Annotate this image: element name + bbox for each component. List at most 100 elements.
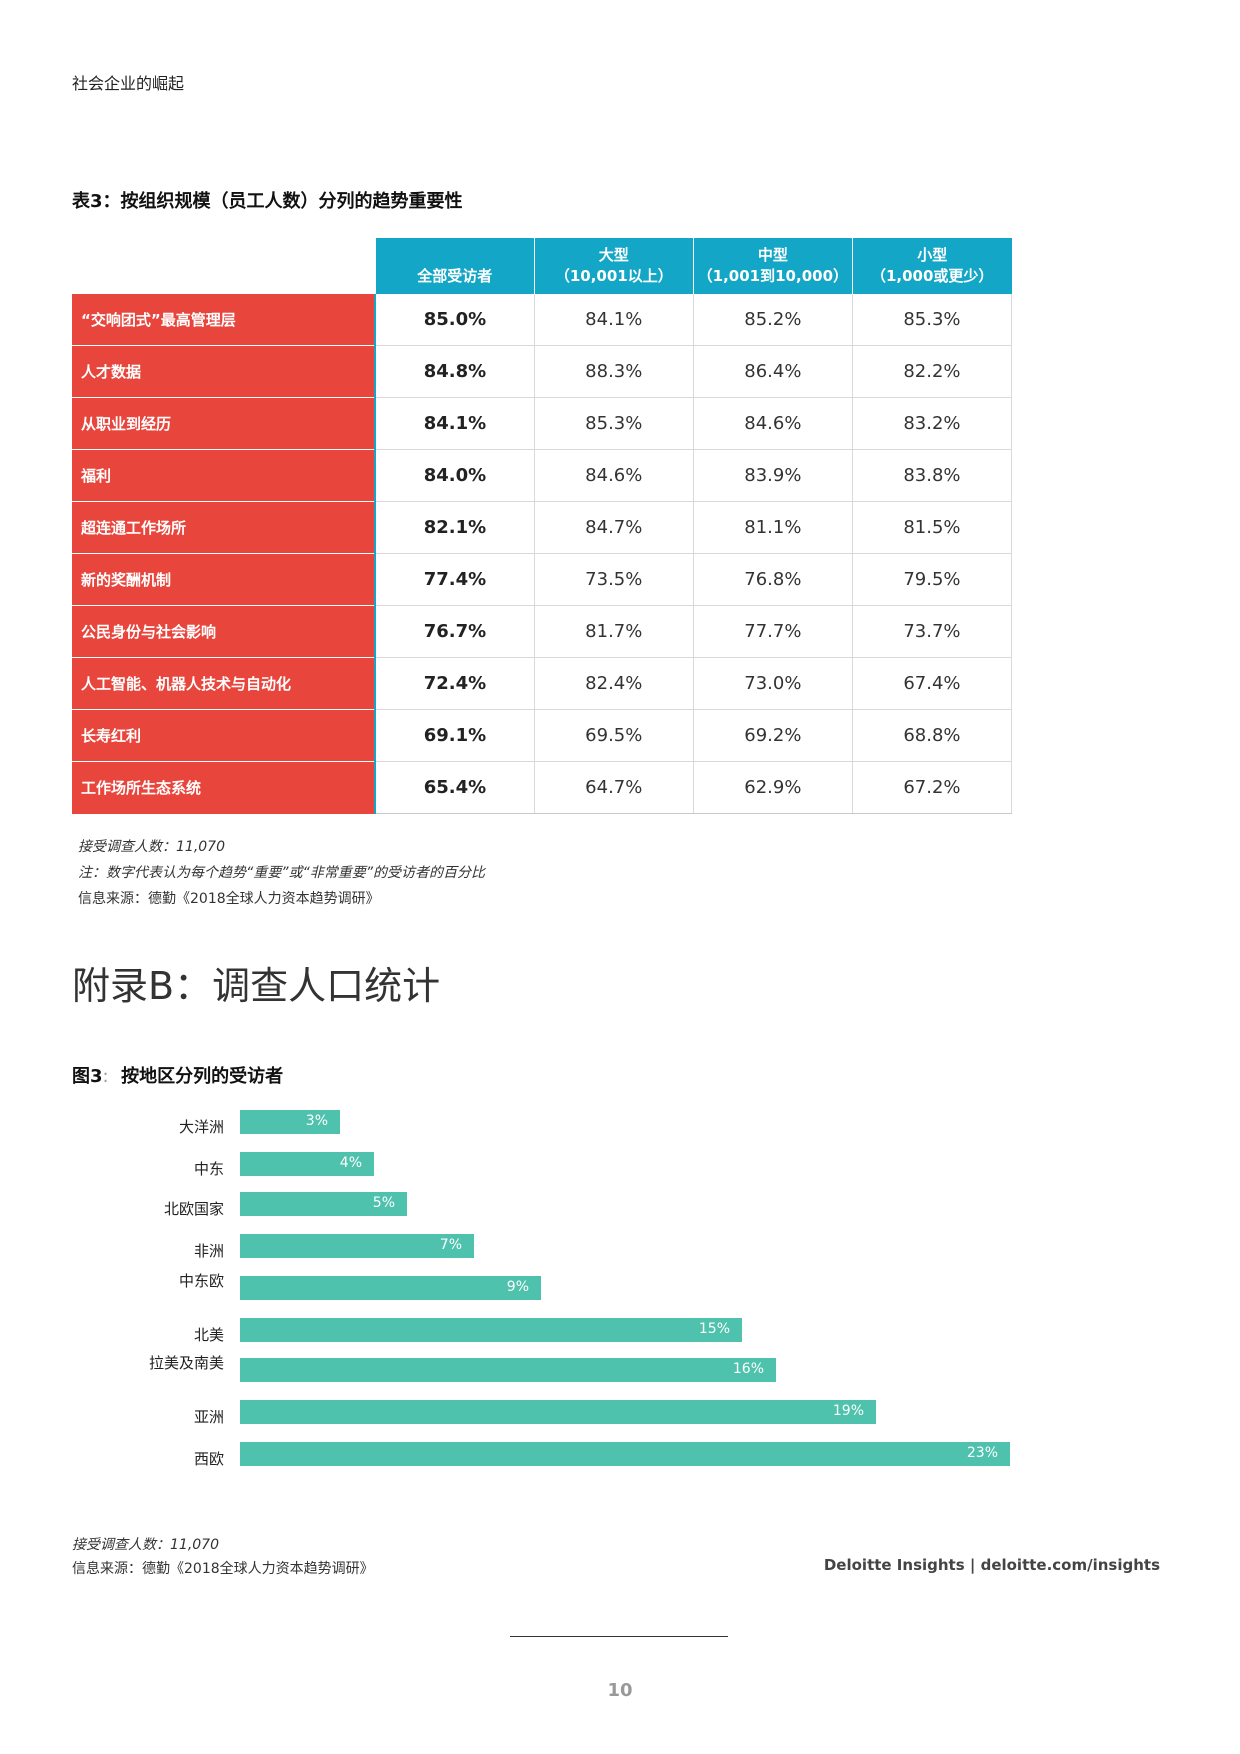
trend-label: “交响团式”最高管理层 [72, 294, 376, 346]
bar-value-label: 16% [732, 1361, 764, 1377]
value-cell: 82.2% [852, 345, 1013, 398]
bar-category-label: 大洋洲 [178, 1118, 224, 1136]
figure-title: 图3: 按地区分列的受访者 [72, 1062, 283, 1088]
column-header-line1: 中型 [757, 246, 788, 264]
table-row: 人工智能、机器人技术与自动化 72.4% 82.4% 73.0% 67.4% [72, 657, 1013, 710]
value-cell: 73.0% [693, 657, 853, 710]
bar-value-label: 15% [698, 1321, 730, 1337]
trend-importance-table: 全部受访者 大型 （10,001以上） 中型 （1,001到10,000） 小型 （1… [72, 238, 1013, 814]
value-cell: 84.7% [534, 501, 694, 554]
value-cell: 81.1% [693, 501, 853, 554]
value-cell: 83.9% [693, 449, 853, 502]
bar-category-label: 北美 [193, 1326, 224, 1344]
bar: 5% [240, 1192, 407, 1216]
value-all-respondents: 82.1% [374, 501, 535, 554]
table-respondents-note: 接受调查人数：11,070 [78, 839, 225, 855]
trend-label: 长寿红利 [72, 709, 376, 762]
bar: 3% [240, 1110, 340, 1134]
value-all-respondents: 72.4% [374, 657, 535, 710]
value-cell: 68.8% [852, 709, 1013, 762]
value-cell: 84.6% [534, 449, 694, 502]
footer-brand: Deloitte Insights | deloitte.com/insight… [823, 1556, 1160, 1574]
column-header-line1: 小型 [917, 246, 948, 264]
value-cell: 85.3% [534, 397, 694, 450]
value-cell: 84.1% [534, 294, 694, 346]
table-row: 从职业到经历 84.1% 85.3% 84.6% 83.2% [72, 397, 1013, 450]
value-all-respondents: 84.1% [374, 397, 535, 450]
column-header-small: 小型 （1,000或更少） [851, 238, 1012, 294]
bar: 9% [240, 1276, 541, 1300]
page-number: 10 [607, 1680, 633, 1701]
value-cell: 85.2% [693, 294, 853, 346]
value-all-respondents: 77.4% [374, 553, 535, 606]
figure-title-separator: : [102, 1066, 109, 1087]
value-cell: 62.9% [693, 761, 853, 814]
value-cell: 82.4% [534, 657, 694, 710]
trend-label: 人才数据 [72, 345, 376, 398]
bar-category-label: 拉美及南美 [148, 1354, 224, 1372]
value-cell: 85.3% [852, 294, 1013, 346]
table-source-note: 信息来源：德勤《2018全球人力资本趋势调研》 [78, 891, 380, 907]
value-cell: 67.2% [852, 761, 1013, 814]
value-cell: 86.4% [693, 345, 853, 398]
appendix-title: 附录B：调查人口统计 [72, 964, 441, 1008]
table-body: “交响团式”最高管理层 85.0% 84.1% 85.2% 85.3% 人才数据 84.8%… [72, 294, 1013, 814]
column-header-large: 大型 （10,001以上） [533, 238, 694, 294]
region-bar-chart: 大洋洲 3% 中东 4% 北欧国家 5% 非洲 7% 中东欧 9% 北美 15% 拉美及南美 16% 亚洲 1… [72, 1110, 1172, 1530]
value-cell: 69.2% [693, 709, 853, 762]
bar-category-label: 中东欧 [178, 1272, 224, 1290]
bar-category-label: 中东 [193, 1160, 224, 1178]
value-cell: 64.7% [534, 761, 694, 814]
trend-label: 超连通工作场所 [72, 501, 376, 554]
column-header-line1 [376, 245, 534, 266]
value-all-respondents: 84.0% [374, 449, 535, 502]
value-cell: 81.7% [534, 605, 694, 658]
bar-value-label: 5% [372, 1195, 395, 1211]
value-cell: 79.5% [852, 553, 1013, 606]
running-header: 社会企业的崛起 [72, 74, 185, 93]
value-cell: 76.8% [693, 553, 853, 606]
value-all-respondents: 76.7% [374, 605, 535, 658]
value-cell: 73.5% [534, 553, 694, 606]
figure-title-text: 按地区分列的受访者 [121, 1066, 284, 1087]
table-footnote: 注：数字代表认为每个趋势“重要”或“非常重要”的受访者的百分比 [78, 865, 486, 881]
value-cell: 83.2% [852, 397, 1013, 450]
value-cell: 81.5% [852, 501, 1013, 554]
bar-category-label: 非洲 [193, 1242, 224, 1260]
value-cell: 88.3% [534, 345, 694, 398]
bar: 7% [240, 1234, 474, 1258]
bar-value-label: 3% [305, 1113, 328, 1129]
bar: 15% [240, 1318, 742, 1342]
bar-category-label: 亚洲 [193, 1408, 224, 1426]
column-header-medium: 中型 （1,001到10,000） [692, 238, 853, 294]
figure-source-note: 信息来源：德勤《2018全球人力资本趋势调研》 [72, 1561, 374, 1577]
table-row: 工作场所生态系统 65.4% 64.7% 62.9% 67.2% [72, 761, 1013, 814]
table-header-row: 全部受访者 大型 （10,001以上） 中型 （1,001到10,000） 小型 （1… [72, 238, 1012, 294]
bar: 19% [240, 1400, 876, 1424]
table-row: 人才数据 84.8% 88.3% 86.4% 82.2% [72, 345, 1013, 398]
bar-category-label: 北欧国家 [163, 1200, 224, 1218]
value-cell: 69.5% [534, 709, 694, 762]
column-header-line2: 全部受访者 [417, 267, 493, 285]
bar-value-label: 19% [832, 1403, 864, 1419]
value-cell: 84.6% [693, 397, 853, 450]
column-header-line2: （1,000或更少） [870, 267, 994, 285]
trend-label: 新的奖酬机制 [72, 553, 376, 606]
column-header-all: 全部受访者 [374, 238, 535, 294]
value-all-respondents: 85.0% [374, 294, 535, 346]
value-cell: 73.7% [852, 605, 1013, 658]
bar-category-label: 西欧 [193, 1450, 224, 1468]
bar: 23% [240, 1442, 1010, 1466]
table-row: “交响团式”最高管理层 85.0% 84.1% 85.2% 85.3% [72, 294, 1013, 346]
value-cell: 67.4% [852, 657, 1013, 710]
value-all-respondents: 65.4% [374, 761, 535, 814]
bar-value-label: 23% [966, 1445, 998, 1461]
column-header-line2: （10,001以上） [554, 267, 673, 285]
table-row: 超连通工作场所 82.1% 84.7% 81.1% 81.5% [72, 501, 1013, 554]
table-header-blank [72, 238, 376, 294]
bar: 4% [240, 1152, 374, 1176]
figure-respondents-note: 接受调查人数：11,070 [72, 1537, 219, 1553]
footer-divider [510, 1636, 728, 1637]
table-row: 福利 84.0% 84.6% 83.9% 83.8% [72, 449, 1013, 502]
value-all-respondents: 69.1% [374, 709, 535, 762]
